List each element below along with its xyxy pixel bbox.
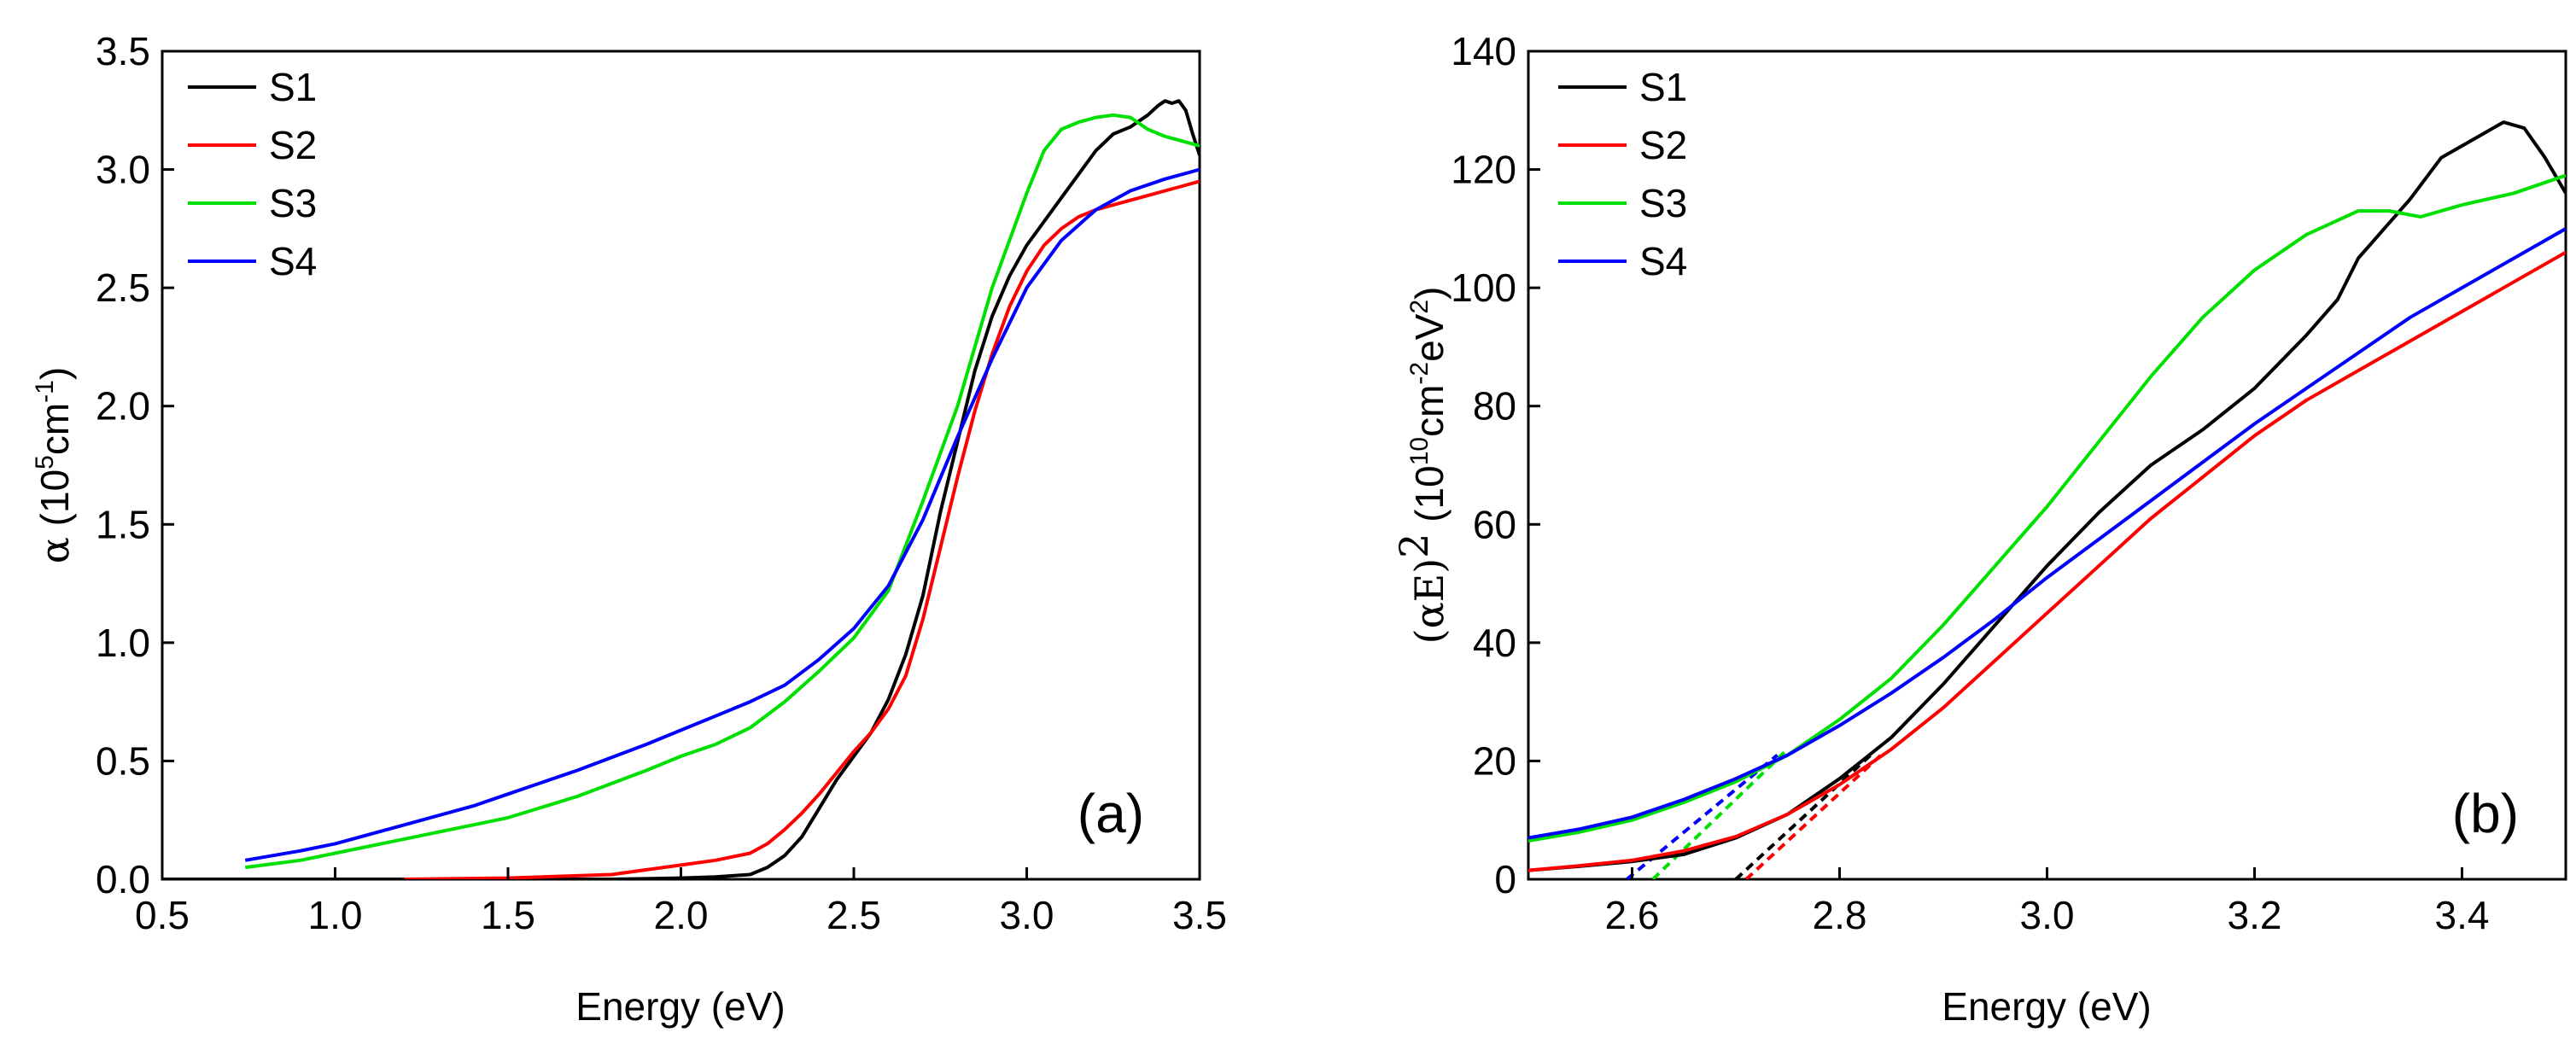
legend-label-s1-b: S1 (1639, 65, 1687, 109)
fit-line-s3 (1651, 748, 1790, 879)
x-tick-label: 2.6 (1605, 893, 1660, 937)
y-tick-label: 120 (1451, 148, 1516, 192)
panel-a: 0.5 1.0 1.5 2.0 2.5 3.0 3.50.00.51.01.52.02.53… (31, 29, 1227, 1029)
ticks-a: 0.5 1.0 1.5 2.0 2.5 3.0 3.50.00.51.01.52.02.53… (96, 29, 1227, 937)
y-tick-label: 3.0 (96, 148, 150, 192)
y-tick-label: 140 (1451, 29, 1516, 73)
x-tick-label: 1.5 (481, 893, 535, 937)
y-axis-title-a: α (105cm-1) (31, 367, 78, 563)
series-lines-b (1528, 120, 2566, 872)
series-lines-a (162, 99, 1200, 879)
series-line-s1-b (1528, 120, 2566, 872)
y-tick-label: 60 (1473, 502, 1516, 546)
y-tick-label: 80 (1473, 384, 1516, 429)
x-tick-label: 3.2 (2228, 893, 2282, 937)
y-tick-label: 40 (1473, 621, 1516, 665)
series-line-s1-a (162, 99, 1200, 879)
fit-line-s2 (1744, 754, 1883, 879)
x-tick-label: 3.4 (2435, 893, 2490, 937)
series-line-s4-a (244, 167, 1200, 862)
legend-label-s2-b: S2 (1639, 123, 1687, 167)
y-tick-label: 1.5 (96, 502, 150, 546)
x-tick-label: 3.0 (2020, 893, 2075, 937)
y-tick-label: 2.0 (96, 384, 150, 429)
x-axis-title-a: Energy (eV) (575, 984, 785, 1029)
panel-label-b: (b) (2452, 783, 2519, 844)
x-tick-label: 3.0 (1000, 893, 1054, 937)
legend-label-s2-a: S2 (269, 123, 317, 167)
x-tick-label: 2.8 (1813, 893, 1867, 937)
panel-b: 2.6 2.8 3.0 3.2 3.4 0 20 40 60 80 100 120 140 S1 S2 … (1391, 29, 2567, 1029)
ticks-b: 2.6 2.8 3.0 3.2 3.4 0 20 40 60 80 100 120 140 (1451, 29, 2489, 937)
x-axis-title-b: Energy (eV) (1942, 984, 2151, 1029)
panel-label-a: (a) (1078, 783, 1144, 844)
legend-label-s3-a: S3 (269, 181, 317, 225)
fit-line-s1 (1734, 754, 1872, 879)
series-line-s2-a (404, 179, 1200, 879)
legend-label-s4-b: S4 (1639, 239, 1687, 283)
series-line-s3-a (244, 113, 1200, 870)
y-tick-label: 0.0 (96, 857, 150, 901)
series-line-s2-b (1528, 250, 2566, 872)
y-tick-label: 3.5 (96, 29, 150, 73)
legend-label-s3-b: S3 (1639, 181, 1687, 225)
y-tick-label: 2.5 (96, 265, 150, 310)
legend-b: S1 S2 S3 S4 (1558, 65, 1687, 283)
legend-a: S1 S2 S3 S4 (188, 65, 317, 283)
legend-label-s4-a: S4 (269, 239, 317, 283)
y-tick-label: 20 (1473, 738, 1516, 783)
x-tick-label: 0.5 (135, 893, 190, 937)
x-tick-label: 2.0 (654, 893, 709, 937)
series-line-s4-b (1528, 227, 2566, 840)
x-tick-label: 3.5 (1172, 893, 1227, 937)
y-tick-label: 0 (1494, 857, 1516, 901)
y-axis-title-b: (αE)2 (1010cm-2eV2) (1391, 287, 1452, 644)
legend-label-s1-a: S1 (269, 65, 317, 109)
y-tick-label: 100 (1451, 265, 1516, 310)
x-tick-label: 1.0 (308, 893, 363, 937)
y-tick-label: 1.0 (96, 621, 150, 665)
x-tick-label: 2.5 (827, 893, 881, 937)
y-tick-label: 0.5 (96, 738, 150, 783)
series-line-s3-b (1528, 173, 2566, 843)
plot-frame-b (1527, 50, 2567, 881)
